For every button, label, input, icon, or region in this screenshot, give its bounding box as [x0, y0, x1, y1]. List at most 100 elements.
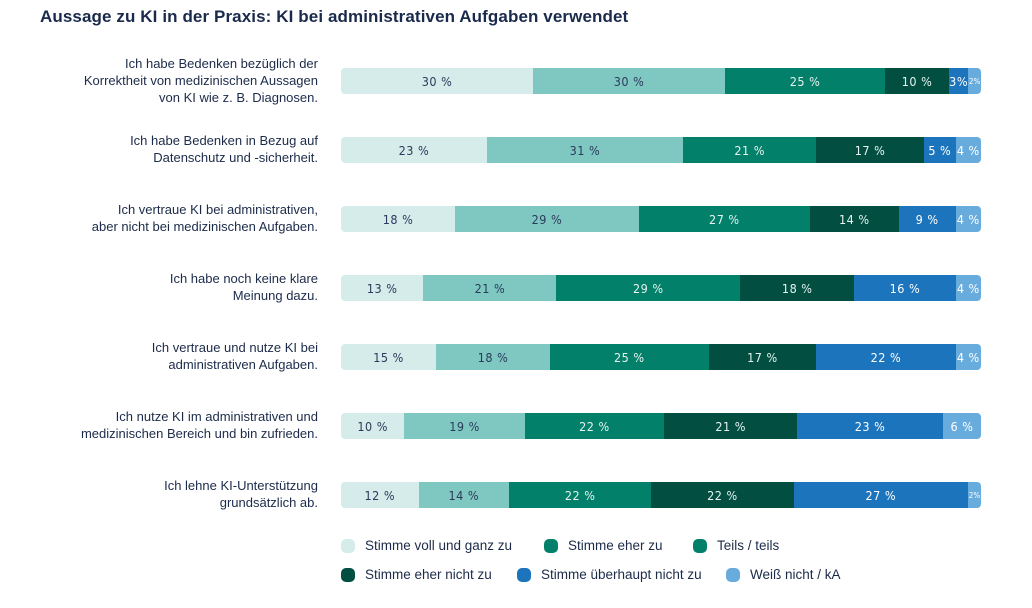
row-label-line: medizinischen Bereich und bin zufrieden. [80, 426, 318, 441]
data-label: 27 % [709, 211, 740, 227]
data-label: 10 % [357, 418, 388, 434]
legend-label: Stimme eher nicht zu [365, 567, 492, 582]
row-label: Ich habe Bedenken bezüglich der Korrekthe… [40, 55, 318, 106]
bar-segment: 15 % [341, 344, 437, 370]
row-label-line: Ich nutze KI im administrativen und [115, 409, 318, 424]
bar-segment: 29 % [556, 275, 741, 301]
data-label: 4 % [956, 211, 980, 227]
data-label: 18 % [781, 280, 813, 296]
bar-segment: 5 % [923, 137, 956, 163]
bar-segment: 18 % [436, 344, 551, 370]
data-label: 9 % [915, 211, 939, 227]
data-label: 6 % [950, 418, 974, 434]
bar-segment: 22 % [509, 482, 652, 508]
bar-segment: 22 % [816, 344, 956, 370]
row-label-line: Ich habe noch keine klare [169, 271, 318, 286]
data-label: 21 % [734, 142, 765, 158]
row-label-line: aber nicht bei medizinischen Aufgaben. [91, 219, 318, 234]
data-label: 2% [968, 76, 981, 86]
bar-segment: 22 % [524, 413, 665, 439]
bar-segment: 4 % [955, 206, 981, 232]
legend-label: Stimme eher zu [568, 538, 663, 553]
legend-item: Stimme eher nicht zu [341, 567, 492, 582]
row-label-line: Ich habe Bedenken in Bezug auf [130, 133, 318, 148]
legend-swatch-icon [544, 538, 558, 553]
legend-swatch-icon [341, 538, 355, 553]
data-label: 19 % [449, 418, 480, 434]
bar-segment: 4 % [955, 344, 981, 370]
bar-segment: 25 % [725, 68, 885, 94]
data-label: 2% [968, 490, 981, 500]
data-label: 15 % [373, 349, 404, 365]
bar-segment: 17 % [708, 344, 817, 370]
row-label-line: von KI wie z. B. Diagnosen. [159, 89, 318, 105]
stacked-bar: 23 % 31 % 21 % 17 % 5 % 4 % [341, 137, 981, 163]
legend-item: Stimme eher zu [544, 538, 663, 553]
bar-segment: 9 % [898, 206, 956, 232]
row-label: Ich nutze KI im administrativen und mediz… [40, 408, 318, 442]
bar-segment: 27 % [638, 206, 810, 232]
data-label: 14 % [838, 211, 870, 227]
data-label: 22 % [870, 349, 902, 365]
stacked-bar: 15 % 18 % 25 % 17 % 22 % 4 % [341, 344, 981, 370]
bar-segment: 23 % [797, 413, 943, 439]
row-label: Ich vertraue und nutze KI bei administrat… [40, 339, 318, 373]
stacked-bar: 13 % 21 % 29 % 18 % 16 % 4 % [341, 275, 981, 301]
legend-swatch-icon [517, 567, 531, 582]
data-label: 27 % [865, 487, 897, 503]
stacked-bar: 18 % 29 % 27 % 14 % 9 % 4 % [341, 206, 981, 232]
data-label: 13 % [366, 280, 398, 296]
stacked-bar: 30 % 30 % 25 % 10 % 3% 2% [341, 68, 981, 94]
row-label-line: Ich habe Bedenken bezüglich der [125, 55, 318, 71]
data-label: 23 % [398, 142, 430, 158]
legend-item: Teils / teils [693, 538, 779, 553]
legend-swatch-icon [726, 567, 740, 582]
bar-segment: 21 % [664, 413, 798, 439]
bar-segment: 31 % [486, 137, 684, 163]
legend-swatch-icon [341, 567, 355, 582]
bar-segment: 3% [949, 68, 969, 94]
row-label-line: Ich vertraue und nutze KI bei [151, 340, 318, 355]
bar-segment: 29 % [455, 206, 639, 232]
bar-segment: 30 % [341, 68, 533, 94]
row-label: Ich habe Bedenken in Bezug auf Datenschut… [40, 132, 318, 166]
data-label: 25 % [789, 73, 821, 89]
bar-segment: 17 % [816, 137, 924, 163]
bar-segment: 12 % [341, 482, 419, 508]
row-label-line: Ich vertraue KI bei administrativen, [117, 202, 318, 217]
data-label: 30 % [613, 73, 645, 89]
data-label: 31 % [569, 142, 601, 158]
bar-segment: 4 % [955, 275, 981, 301]
bar-segment: 2% [968, 68, 981, 94]
data-label: 23 % [854, 418, 886, 434]
data-label: 29 % [633, 280, 664, 296]
bar-segment: 22 % [651, 482, 794, 508]
data-label: 16 % [889, 280, 921, 296]
row-label: Ich vertraue KI bei administrativen, aber… [40, 201, 318, 235]
data-label: 18 % [382, 211, 414, 227]
data-label: 22 % [707, 487, 738, 503]
bar-segment: 30 % [533, 68, 725, 94]
bar-segment: 14 % [418, 482, 510, 508]
bar-segment: 16 % [854, 275, 956, 301]
legend-label: Teils / teils [717, 538, 780, 553]
row-label-line: administrativen Aufgaben. [168, 357, 318, 372]
data-label: 30 % [421, 73, 453, 89]
legend-label: Stimme überhaupt nicht zu [541, 567, 702, 582]
data-label: 21 % [715, 418, 746, 434]
bar-segment: 27 % [793, 482, 969, 508]
bar-segment: 21 % [683, 137, 817, 163]
legend-label: Weiß nicht / kA [750, 567, 841, 582]
data-label: 5 % [928, 142, 952, 158]
data-label: 14 % [448, 487, 480, 503]
data-label: 29 % [531, 211, 563, 227]
data-label: 25 % [614, 349, 645, 365]
legend-item: Weiß nicht / kA [726, 567, 841, 582]
data-label: 12 % [364, 487, 396, 503]
bar-segment: 18 % [341, 206, 456, 232]
data-label: 4 % [956, 280, 980, 296]
row-label-line: Korrektheit von medizinischen Aussagen [83, 72, 318, 88]
bar-segment: 25 % [550, 344, 709, 370]
data-label: 4 % [956, 349, 980, 365]
data-label: 21 % [474, 280, 506, 296]
